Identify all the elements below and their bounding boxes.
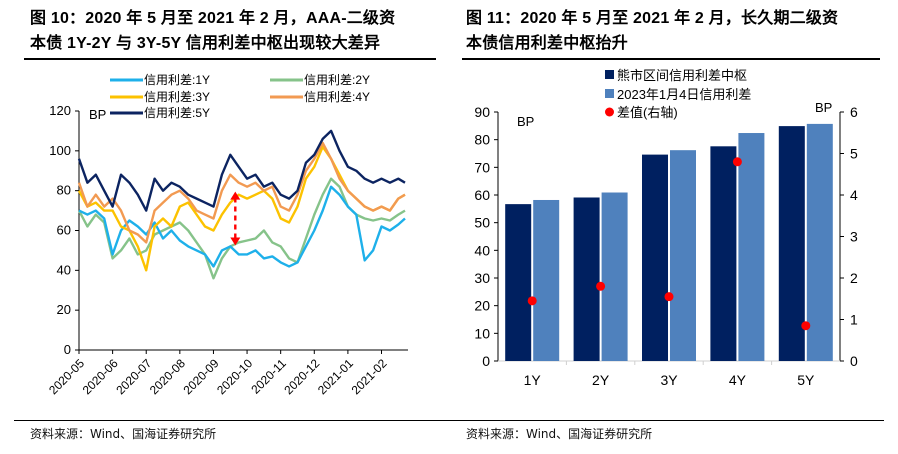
figure-10-title-line1: 图 10：2020 年 5 月至 2021 年 2 月，AAA-二级资 xyxy=(30,10,396,27)
legend-label: 熊市区间信用利差中枢 xyxy=(617,68,747,83)
left-y-tick-label: 40 xyxy=(474,242,490,258)
left-y-tick-label: 90 xyxy=(474,104,490,120)
legend-label: 信用利差:4Y xyxy=(304,90,370,104)
x-category-label: 1Y xyxy=(524,372,542,388)
bar-20230104-spread-1Y xyxy=(533,199,560,361)
bar-20230104-spread-4Y xyxy=(738,133,765,361)
right-y-tick-label: 4 xyxy=(850,187,858,203)
bar-20230104-spread-2Y xyxy=(601,192,628,361)
left-axis-unit-label: BP xyxy=(517,114,534,129)
right-y-tick-label: 3 xyxy=(850,229,858,245)
arrow-head-up xyxy=(230,191,241,200)
y-tick-label: 20 xyxy=(57,302,71,317)
left-y-tick-label: 10 xyxy=(474,325,490,341)
legend-swatch xyxy=(605,70,614,79)
y-tick-label: 0 xyxy=(64,342,71,357)
legend-swatch xyxy=(605,107,614,117)
left-y-tick-label: 70 xyxy=(474,159,490,175)
bar-20230104-spread-3Y xyxy=(670,150,696,361)
y-tick-label: 100 xyxy=(49,143,71,158)
legend-item: 差值(右轴) xyxy=(605,105,678,120)
left-y-tick-label: 60 xyxy=(474,187,490,203)
legend-label: 信用利差:3Y xyxy=(144,90,210,104)
y-tick-label: 120 xyxy=(49,103,71,118)
x-category-label: 3Y xyxy=(660,372,678,388)
legend-label: 2023年1月4日信用利差 xyxy=(617,87,751,102)
legend-label: 信用利差:2Y xyxy=(304,73,370,87)
bar-bear-market-center-3Y xyxy=(642,154,668,361)
series-line-4Y xyxy=(77,141,406,244)
figure-10-title: 图 10：2020 年 5 月至 2021 年 2 月，AAA-二级资 本债 1… xyxy=(30,6,430,56)
dot-difference-4Y xyxy=(732,157,742,167)
dot-difference-3Y xyxy=(664,292,674,302)
y-axis-unit-label: BP xyxy=(89,107,106,122)
legend-label: 信用利差:5Y xyxy=(144,106,210,120)
legend-item: 信用利差:5Y xyxy=(110,106,210,120)
legend-item: 熊市区间信用利差中枢 xyxy=(605,68,747,83)
legend-item: 信用利差:1Y xyxy=(110,73,210,87)
legend-label: 信用利差:1Y xyxy=(144,73,210,87)
bar-20230104-spread-5Y xyxy=(806,123,833,361)
dot-difference-1Y xyxy=(527,296,537,306)
figure-10-title-line2: 本债 1Y-2Y 与 3Y-5Y 信用利差中枢出现较大差异 xyxy=(30,35,381,52)
bar-bear-market-center-5Y xyxy=(778,126,805,361)
legend-item: 信用利差:4Y xyxy=(270,90,370,104)
series-line-5Y xyxy=(77,129,406,212)
right-y-tick-label: 0 xyxy=(850,353,858,369)
legend-label: 差值(右轴) xyxy=(617,105,678,120)
right-y-tick-label: 5 xyxy=(850,146,858,162)
left-y-tick-label: 30 xyxy=(474,270,490,286)
figure-11-source: 资料来源：Wind、国海证券研究所 xyxy=(466,427,653,441)
series-line-1Y xyxy=(78,185,406,268)
legend-swatch xyxy=(605,89,614,98)
bar-bear-market-center-4Y xyxy=(710,146,737,361)
legend-item: 信用利差:3Y xyxy=(110,90,210,104)
x-category-label: 4Y xyxy=(729,372,747,388)
left-y-tick-label: 0 xyxy=(482,353,490,369)
dot-difference-2Y xyxy=(596,281,606,291)
x-category-label: 2Y xyxy=(592,372,610,388)
source-divider xyxy=(14,420,884,421)
spread-gap-arrow xyxy=(230,191,241,246)
left-y-tick-label: 80 xyxy=(474,132,490,148)
bar-chart: 0 10 20 30 40 50 60 70 80 90 0 1 2 3 4 5 6 BP BP 1Y 2Y 3Y 4Y 5Y… xyxy=(474,68,858,388)
dot-difference-5Y xyxy=(801,321,811,331)
right-y-tick-label: 6 xyxy=(850,104,858,120)
figure-11-title: 图 11：2020 年 5 月至 2021 年 2 月，长久期二级资 本债信用利… xyxy=(466,6,876,56)
x-category-label: 5Y xyxy=(797,372,815,388)
right-y-tick-label: 1 xyxy=(850,312,858,328)
figure-11-title-line1: 图 11：2020 年 5 月至 2021 年 2 月，长久期二级资 xyxy=(466,10,839,27)
legend-item: 信用利差:2Y xyxy=(270,73,370,87)
y-tick-label: 40 xyxy=(57,262,71,277)
figure-10-source: 资料来源：Wind、国海证券研究所 xyxy=(30,427,217,441)
arrow-head-down xyxy=(230,237,241,246)
title-divider-left xyxy=(24,58,436,60)
figure-11-title-line2: 本债信用利差中枢抬升 xyxy=(466,35,629,52)
right-y-tick-label: 2 xyxy=(850,270,858,286)
y-tick-label: 80 xyxy=(57,183,71,198)
legend-item: 2023年1月4日信用利差 xyxy=(605,87,751,102)
left-y-tick-label: 50 xyxy=(474,215,490,231)
left-y-tick-label: 20 xyxy=(474,298,490,314)
right-axis-unit-label: BP xyxy=(815,100,832,115)
bar-bear-market-center-2Y xyxy=(573,197,600,361)
y-tick-label: 60 xyxy=(57,223,71,238)
title-divider-right xyxy=(462,58,880,60)
bar-bear-market-center-1Y xyxy=(505,204,532,361)
